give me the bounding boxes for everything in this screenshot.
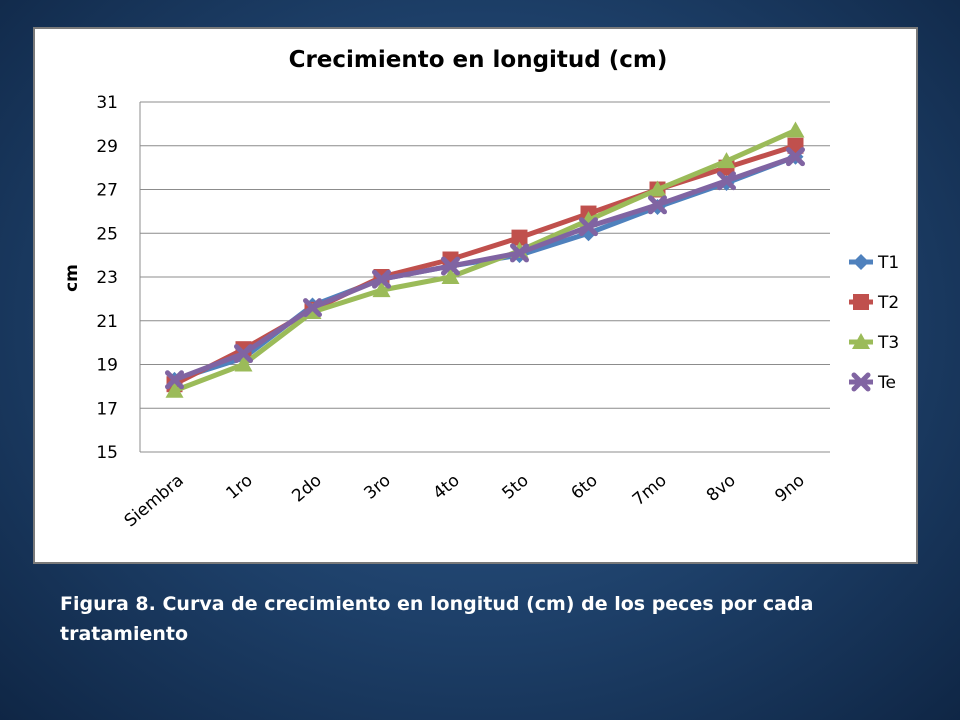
y-tick-label: 15 — [96, 443, 118, 463]
y-tick-label: 29 — [96, 137, 118, 157]
x-tick-label: 9no — [771, 471, 808, 507]
legend-label: T1 — [877, 253, 899, 273]
x-tick-label: 5to — [498, 471, 532, 504]
data-point — [441, 256, 460, 276]
data-point — [165, 370, 184, 390]
legend-marker — [853, 254, 869, 270]
y-tick-label: 31 — [96, 93, 118, 113]
legend-item: Te — [849, 372, 896, 393]
legend-item: T2 — [849, 293, 899, 313]
legend-item: T1 — [849, 253, 899, 273]
x-tick-label: 4to — [429, 471, 463, 504]
x-tick-label: 6to — [567, 471, 601, 504]
y-tick-label: 27 — [96, 181, 118, 201]
x-tick-label: Siembra — [121, 471, 188, 532]
y-tick-label: 21 — [96, 312, 118, 332]
x-tick-label: 2do — [288, 471, 325, 507]
line-chart: Crecimiento en longitud (cm) cm 15 17 19 21… — [62, 47, 899, 532]
data-point — [234, 355, 253, 372]
legend-marker — [852, 333, 870, 349]
figure-caption: Figura 8. Curva de crecimiento en longit… — [60, 593, 814, 645]
data-point — [511, 229, 528, 246]
series-te — [165, 147, 805, 390]
y-tick-label: 17 — [96, 399, 118, 419]
data-point — [165, 381, 184, 398]
data-point — [372, 269, 391, 289]
x-tick-label: 7mo — [629, 471, 671, 511]
data-point — [786, 147, 805, 167]
data-point — [441, 268, 460, 284]
series-line — [173, 154, 797, 383]
y-tick-label: 19 — [96, 356, 118, 376]
legend-marker — [851, 372, 871, 392]
legend-label: T2 — [877, 293, 899, 313]
legend-label: T3 — [877, 333, 899, 353]
data-point — [234, 344, 253, 364]
legend-marker — [853, 294, 869, 310]
y-tick-label: 23 — [96, 268, 118, 288]
data-point — [303, 298, 322, 318]
data-point — [579, 217, 598, 237]
data-point — [786, 121, 805, 138]
x-tick-label: 3ro — [361, 471, 395, 504]
data-point — [372, 281, 391, 298]
series-line — [173, 128, 797, 394]
chart-panel: Crecimiento en longitud (cm) cm 15 17 19 21… — [33, 27, 918, 564]
chart-title: Crecimiento en longitud (cm) — [289, 47, 668, 73]
legend-item: T3 — [849, 333, 899, 353]
x-tick-label: 8vo — [703, 471, 740, 506]
y-axis-label: cm — [62, 264, 82, 292]
data-point — [717, 171, 736, 191]
data-point — [510, 243, 529, 263]
y-tick-label: 25 — [96, 224, 118, 244]
x-tick-label: 1ro — [223, 471, 257, 504]
data-point — [648, 180, 667, 197]
legend-label: Te — [877, 373, 896, 393]
data-point — [717, 152, 736, 169]
data-point — [648, 195, 667, 215]
